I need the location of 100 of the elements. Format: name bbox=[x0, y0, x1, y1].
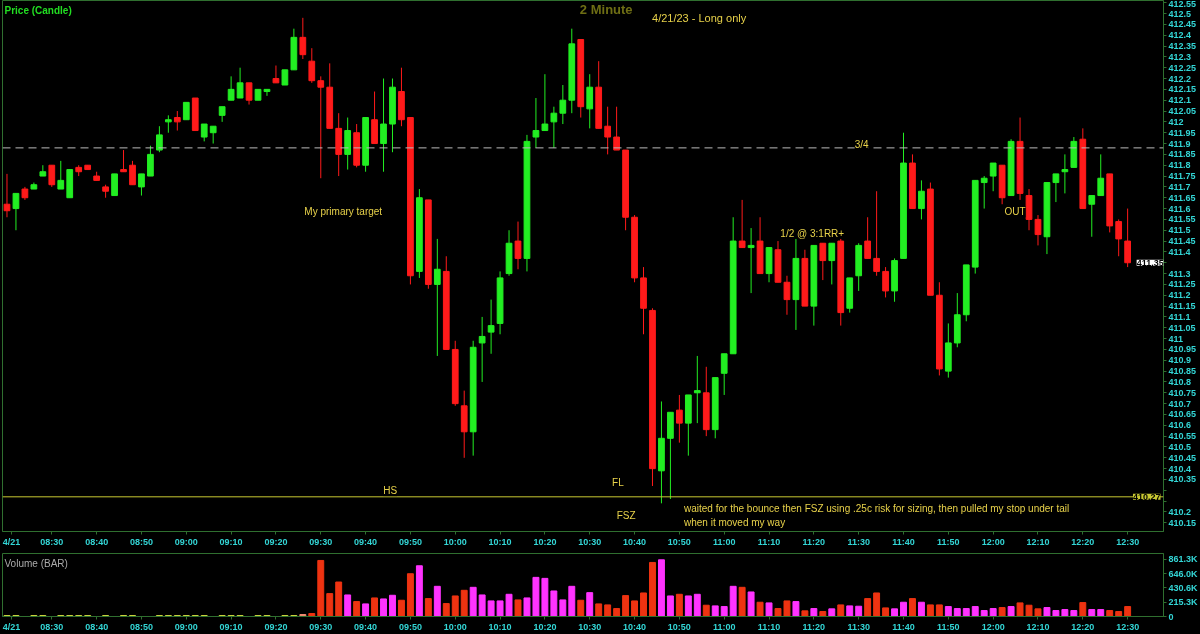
y-tick-label: 412.3 bbox=[1168, 51, 1192, 62]
y-tick-label: 412.5 bbox=[1168, 8, 1192, 19]
y-tick-label: 410.35 bbox=[1168, 474, 1197, 485]
text: 4/21/23 - Long only bbox=[652, 11, 747, 24]
x-tick-label: 12:30 bbox=[1116, 536, 1140, 547]
x-tick-label: 11:40 bbox=[892, 536, 915, 547]
y-axis-title: Price (Candle) bbox=[4, 4, 72, 16]
x-tick-label: 10:50 bbox=[667, 621, 691, 632]
x-tick-label: 11:00 bbox=[712, 621, 736, 632]
y-tick-label: 410.85 bbox=[1168, 366, 1197, 377]
y-tick-label: 861.3K bbox=[1168, 554, 1199, 565]
x-tick-label: 09:50 bbox=[398, 621, 422, 632]
x-tick-label: 09:50 bbox=[398, 536, 422, 547]
annotation: waited for the bounce then FSZ using .25c risk for sizing, then pulled my stop under tail when it moved my way bbox=[683, 503, 1070, 528]
annotation: My primary target bbox=[304, 206, 383, 218]
annotation: HS bbox=[383, 485, 398, 497]
annotation: OUT bbox=[1004, 206, 1026, 218]
y-tick-label: 411.95 bbox=[1168, 127, 1196, 138]
y-tick-label: 411.7 bbox=[1168, 181, 1191, 192]
x-tick-label: 08:30 bbox=[40, 536, 64, 547]
y-tick-label: 411 bbox=[1168, 333, 1184, 344]
x-tick-label: 10:10 bbox=[488, 536, 512, 547]
y-tick-label: 410.9 bbox=[1168, 355, 1192, 366]
x-tick-label: 12:00 bbox=[981, 536, 1005, 547]
y-tick-label: 215.3K bbox=[1168, 597, 1199, 608]
x-tick-label: 08:40 bbox=[85, 621, 109, 632]
x-tick-label: 09:30 bbox=[309, 536, 333, 547]
x-tick-label: 11:50 bbox=[937, 536, 960, 547]
x-tick-label: 11:10 bbox=[757, 536, 781, 547]
y-tick-label: 411.45 bbox=[1168, 236, 1196, 247]
x-tick-label: 11:20 bbox=[802, 536, 826, 547]
x-tick-label: 12:10 bbox=[1026, 621, 1050, 632]
y-tick-label: 411.4 bbox=[1168, 246, 1191, 257]
y-tick-label: 411.65 bbox=[1168, 192, 1196, 203]
y-tick-label: 410.7 bbox=[1168, 398, 1192, 409]
y-tick-label: 411.15 bbox=[1168, 301, 1196, 312]
y-tick-label: 410.6 bbox=[1168, 420, 1192, 431]
x-tick-label: 09:30 bbox=[309, 621, 333, 632]
x-tick-label: 11:20 bbox=[802, 621, 826, 632]
x-tick-label: 10:00 bbox=[443, 536, 467, 547]
x-tick-label: 11:40 bbox=[892, 621, 915, 632]
x-tick-label: 10:20 bbox=[533, 621, 557, 632]
y-tick-label: 412.15 bbox=[1168, 84, 1197, 95]
y-tick-label: 411.2 bbox=[1168, 290, 1191, 301]
x-tick-label: 10:40 bbox=[623, 536, 647, 547]
x-tick-label: 09:10 bbox=[219, 621, 243, 632]
y-tick-label: 410.95 bbox=[1168, 344, 1197, 355]
y-tick-label: 410.15 bbox=[1168, 517, 1197, 528]
y-tick-label: 412.45 bbox=[1168, 19, 1197, 30]
y-tick-label: 410.8 bbox=[1168, 376, 1192, 387]
y-tick-label: 411.9 bbox=[1168, 138, 1191, 149]
x-tick-label: 09:40 bbox=[354, 536, 378, 547]
x-tick-label: 11:00 bbox=[712, 536, 736, 547]
x-tick-label: 4/21 bbox=[2, 621, 21, 632]
x-tick-label: 10:00 bbox=[443, 621, 467, 632]
x-tick-label: 10:50 bbox=[667, 536, 691, 547]
x-tick-label: 08:30 bbox=[40, 621, 64, 632]
y-tick-label: 411.55 bbox=[1168, 214, 1196, 225]
x-tick-label: 10:20 bbox=[533, 536, 557, 547]
y-tick-label: 410.2 bbox=[1168, 506, 1192, 517]
y-tick-label: 412.55 bbox=[1168, 0, 1197, 9]
annotation: 3/4 bbox=[854, 139, 870, 151]
x-tick-label: 12:20 bbox=[1071, 536, 1095, 547]
x-tick-label: 12:30 bbox=[1116, 621, 1140, 632]
annotation: FL bbox=[612, 477, 625, 489]
x-tick-label: 4/21 bbox=[2, 536, 21, 547]
x-tick-label: 11:30 bbox=[847, 536, 870, 547]
y-tick-label: 411.1 bbox=[1168, 311, 1191, 322]
y-tick-label: 410.65 bbox=[1168, 409, 1197, 420]
y-tick-label: 411.8 bbox=[1168, 160, 1191, 171]
y-tick-label: 411.05 bbox=[1168, 322, 1196, 333]
y-tick-label: 430.6K bbox=[1168, 582, 1199, 593]
y-tick-label: 410.45 bbox=[1168, 452, 1197, 463]
y-tick-label: 411.75 bbox=[1168, 171, 1196, 182]
y-tick-label: 412.2 bbox=[1168, 73, 1192, 84]
x-tick-label: 12:00 bbox=[981, 621, 1005, 632]
y-tick-label: 412.35 bbox=[1168, 41, 1197, 52]
annotation: 411.35 bbox=[1136, 257, 1164, 268]
x-tick-label: 11:50 bbox=[937, 621, 960, 632]
chart-title: 2 Minute bbox=[579, 1, 633, 17]
y-tick-label: 412 bbox=[1168, 116, 1184, 127]
x-tick-label: 10:10 bbox=[488, 621, 512, 632]
x-tick-label: 09:00 bbox=[174, 536, 198, 547]
y-tick-label: 411.5 bbox=[1168, 225, 1191, 236]
y-tick-label: 410.55 bbox=[1168, 431, 1197, 442]
x-tick-label: 09:40 bbox=[354, 621, 378, 632]
x-tick-label: 09:10 bbox=[219, 536, 243, 547]
annotation: 1/2 @ 3:1RR+ bbox=[780, 227, 845, 239]
x-tick-label: 11:10 bbox=[757, 621, 781, 632]
x-tick-label: 11:30 bbox=[847, 621, 870, 632]
x-tick-label: 09:00 bbox=[174, 621, 198, 632]
y-tick-label: 410.5 bbox=[1168, 441, 1192, 452]
x-tick-label: 08:50 bbox=[129, 621, 153, 632]
annotation: FSZ bbox=[616, 510, 636, 522]
x-tick-label: 08:40 bbox=[85, 536, 109, 547]
y-tick-label: 411.25 bbox=[1168, 279, 1196, 290]
x-tick-label: 10:40 bbox=[623, 621, 647, 632]
y-tick-label: 646.0K bbox=[1168, 568, 1199, 579]
y-tick-label: 410.75 bbox=[1168, 387, 1197, 398]
x-tick-label: 09:20 bbox=[264, 536, 288, 547]
